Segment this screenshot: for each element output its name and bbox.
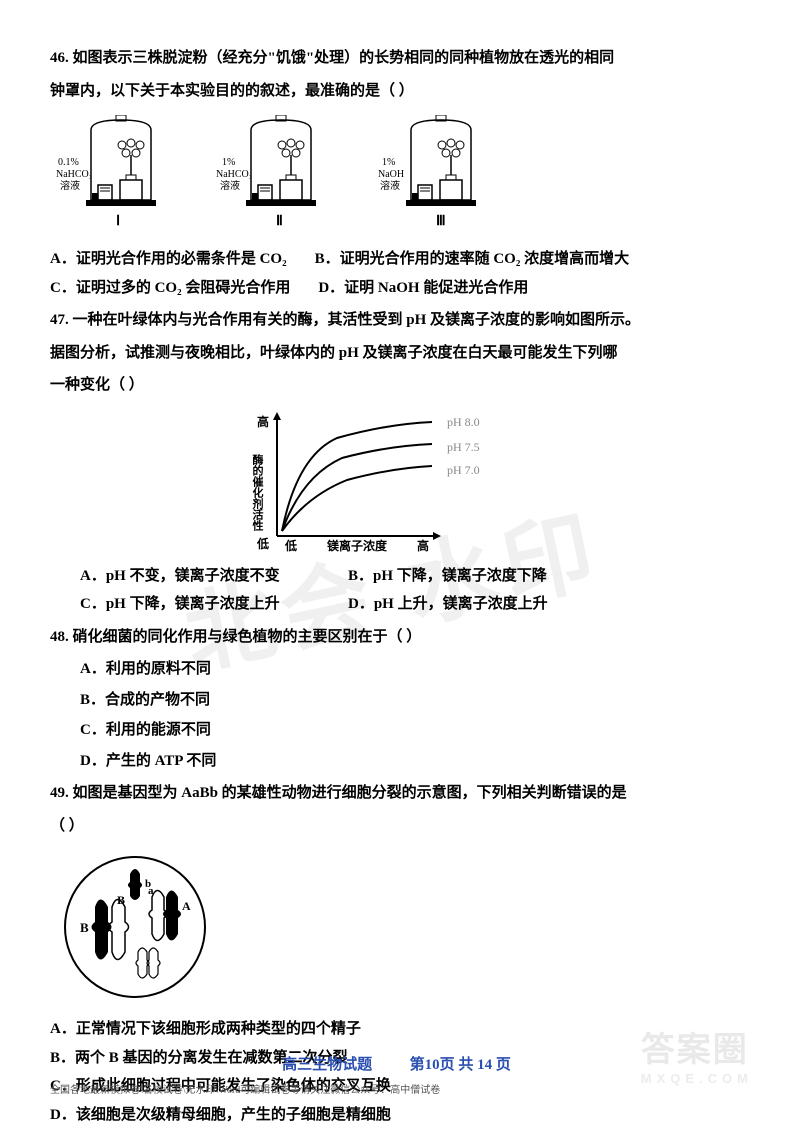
svg-text:溶液: 溶液 — [220, 179, 240, 192]
q48-stem: 48. 硝化细菌的同化作用与绿色植物的主要区别在于（ ） — [50, 623, 743, 652]
svg-text:pH 7.5: pH 7.5 — [447, 440, 480, 454]
svg-text:镁离子浓度: 镁离子浓度 — [327, 538, 388, 553]
bell-jar-2: 1% NaHCO₃ 溶液 Ⅱ — [216, 115, 346, 235]
q47-optB: B．pH 下降，镁离子浓度下降 — [348, 562, 547, 591]
page-content: 46. 如图表示三株脱淀粉（经充分"饥饿"处理）的长势相同的同种植物放在透光的相… — [0, 0, 793, 1129]
q46-row2: C．证明过多的 CO₂ 会阻碍光合作用 D．证明 NaOH 能促进光合作用 — [50, 274, 743, 303]
svg-text:Ⅲ: Ⅲ — [436, 214, 446, 229]
q49-stem-line2: （ ） — [50, 812, 743, 841]
svg-text:低: 低 — [284, 538, 297, 553]
q47-chart: 高 酶的催化剂活性 低 低 镁离子浓度 高 pH 8.0 pH 7.5 pH 7… — [50, 406, 743, 556]
svg-text:NaHCO₃: NaHCO₃ — [56, 169, 92, 180]
q49-optD: D．该细胞是次级精母细胞，产生的子细胞是精细胞 — [50, 1101, 743, 1129]
svg-text:高: 高 — [257, 414, 269, 429]
svg-text:NaHCO₃: NaHCO₃ — [216, 169, 252, 180]
q49-stem-line1: 49. 如图是基因型为 AaBb 的某雄性动物进行细胞分裂的示意图，下列相关判断… — [50, 779, 743, 808]
q46-optB: B．证明光合作用的速率随 CO₂ 浓度增高而增大 — [315, 245, 630, 274]
q47-row1: A．pH 不变，镁离子浓度不变 B．pH 下降，镁离子浓度下降 — [50, 562, 743, 591]
svg-text:pH 8.0: pH 8.0 — [447, 415, 480, 429]
svg-text:B: B — [117, 893, 125, 907]
bell-jar-1: 0.1% NaHCO₃ 溶液 Ⅰ — [56, 115, 186, 235]
q46-diagram: 0.1% NaHCO₃ 溶液 Ⅰ 1% NaHCO₃ 溶液 Ⅱ — [56, 115, 743, 235]
q48-options: A．利用的原料不同 B．合成的产物不同 C．利用的能源不同 D．产生的 ATP … — [50, 655, 743, 775]
q46-optC: C．证明过多的 CO₂ 会阻碍光合作用 — [50, 274, 290, 303]
svg-text:a: a — [148, 885, 154, 897]
svg-text:pH 7.0: pH 7.0 — [447, 463, 480, 477]
svg-text:低: 低 — [256, 536, 269, 551]
q48-optC: C．利用的能源不同 — [80, 716, 743, 745]
fine-print: 全国各地最新模拟卷\名校试卷\无水印\Word可编辑试卷等请关注微信公众号：高中… — [50, 1081, 440, 1096]
q49-cell-diagram: B B b a A — [60, 852, 210, 1002]
svg-text:溶液: 溶液 — [60, 179, 80, 192]
q47-stem-line1: 47. 一种在叶绿体内与光合作用有关的酶，其活性受到 pH 及镁离子浓度的影响如… — [50, 306, 743, 335]
page-footer: 高三生物试题 第10页 共 14 页 — [0, 1053, 793, 1074]
q48-optA: A．利用的原料不同 — [80, 655, 743, 684]
q46-stem-line2: 钟罩内，以下关于本实验目的的叙述，最准确的是（ ） — [50, 77, 743, 106]
q46-stem-line1: 46. 如图表示三株脱淀粉（经充分"饥饿"处理）的长势相同的同种植物放在透光的相… — [50, 44, 743, 73]
q46-optD: D．证明 NaOH 能促进光合作用 — [318, 274, 528, 303]
q47-stem-line3: 一种变化（ ） — [50, 371, 743, 400]
q49-optA: A．正常情况下该细胞形成两种类型的四个精子 — [50, 1015, 743, 1044]
svg-text:Ⅱ: Ⅱ — [276, 214, 283, 229]
footer-subject: 高三生物试题 — [282, 1057, 372, 1073]
svg-text:1%: 1% — [382, 157, 395, 168]
q48-optB: B．合成的产物不同 — [80, 686, 743, 715]
svg-text:Ⅰ: Ⅰ — [116, 214, 120, 229]
svg-text:高: 高 — [417, 538, 429, 553]
svg-text:NaOH: NaOH — [378, 169, 404, 180]
q47-stem-line2: 据图分析，试推测与夜晚相比，叶绿体内的 pH 及镁离子浓度在白天最可能发生下列哪 — [50, 339, 743, 368]
q47-row2: C．pH 下降，镁离子浓度上升 D．pH 上升，镁离子浓度上升 — [50, 590, 743, 619]
q47-optC: C．pH 下降，镁离子浓度上升 — [80, 590, 320, 619]
bell-jar-3: 1% NaOH 溶液 Ⅲ — [376, 115, 506, 235]
q48-optD: D．产生的 ATP 不同 — [80, 747, 743, 776]
q46-optA: A．证明光合作用的必需条件是 CO₂ — [50, 245, 287, 274]
q47-optA: A．pH 不变，镁离子浓度不变 — [80, 562, 320, 591]
q46-row1: A．证明光合作用的必需条件是 CO₂ B．证明光合作用的速率随 CO₂ 浓度增高… — [50, 245, 743, 274]
svg-text:B: B — [80, 920, 89, 935]
svg-text:酶的催化剂活性: 酶的催化剂活性 — [251, 452, 265, 531]
svg-text:A: A — [182, 899, 191, 913]
q47-optD: D．pH 上升，镁离子浓度上升 — [348, 590, 548, 619]
footer-page: 第10页 共 14 页 — [410, 1057, 511, 1073]
svg-text:溶液: 溶液 — [380, 179, 400, 192]
svg-text:1%: 1% — [222, 157, 235, 168]
svg-text:0.1%: 0.1% — [58, 157, 79, 168]
